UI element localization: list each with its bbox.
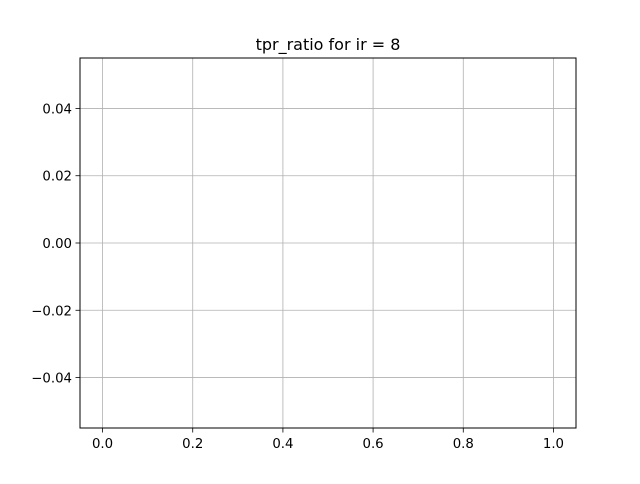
x-tick-label: 1.0 xyxy=(543,437,564,452)
x-tick-label: 0.6 xyxy=(363,437,384,452)
y-tick-label: −0.04 xyxy=(31,372,72,387)
ticks-layer: 0.0 0.2 0.4 0.6 0.8 1.0 −0.04 −0.02 0.00 0.02 0.04 xyxy=(31,102,564,452)
x-tick-label: 0.2 xyxy=(182,437,203,452)
x-tick-label: 0.8 xyxy=(453,437,474,452)
chart-title: tpr_ratio for ir = 8 xyxy=(256,35,401,55)
x-tick-label: 0.4 xyxy=(272,437,293,452)
y-tick-label: 0.00 xyxy=(42,237,72,252)
plot-area-frame xyxy=(79,57,577,429)
y-tick-label: −0.02 xyxy=(31,304,72,319)
y-tick-label: 0.04 xyxy=(42,102,72,117)
grid-layer xyxy=(80,58,576,428)
x-tick-label: 0.0 xyxy=(92,437,113,452)
y-tick-label: 0.02 xyxy=(42,170,72,185)
